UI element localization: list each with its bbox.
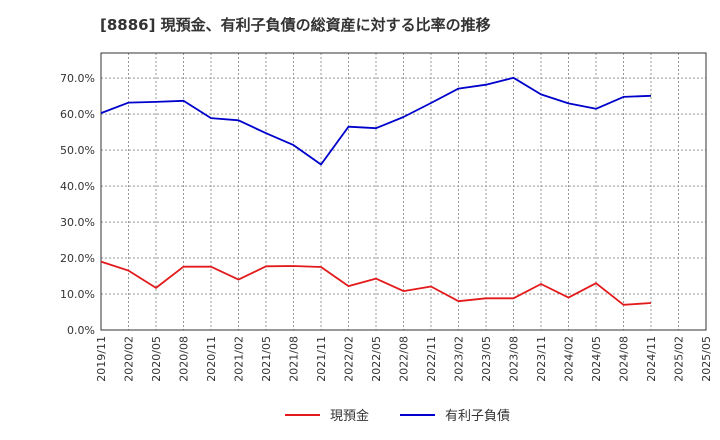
- x-tick-label: 2020/02: [123, 336, 136, 382]
- x-tick-label: 2025/05: [700, 336, 713, 382]
- x-tick-label: 2024/05: [590, 336, 603, 382]
- x-tick-label: 2024/02: [563, 336, 576, 382]
- legend-item[interactable]: 現預金: [285, 408, 369, 424]
- x-tick-label: 2019/11: [95, 336, 108, 382]
- x-tick-label: 2023/02: [453, 336, 466, 382]
- series-lines: [100, 76, 652, 306]
- y-tick-label: 10.0%: [60, 288, 95, 301]
- x-tick-label: 2022/02: [343, 336, 356, 382]
- x-tick-label: 2020/08: [178, 336, 191, 382]
- y-tick-label: 40.0%: [60, 180, 95, 193]
- y-tick-label: 0.0%: [67, 324, 95, 337]
- series-line: [100, 260, 652, 306]
- legend-item[interactable]: 有利子負債: [400, 409, 510, 424]
- x-axis: 2019/11 2020/02 2020/05 2020/08 2020/11 2021/…: [95, 336, 713, 382]
- x-tick-label: 2023/11: [535, 336, 548, 382]
- x-tick-label: 2020/11: [205, 336, 218, 382]
- legend-label: 現預金: [330, 408, 369, 424]
- y-axis: 0.0% 10.0% 20.0% 30.0% 40.0% 50.0% 60.0% 70.0%: [60, 72, 95, 337]
- y-tick-label: 30.0%: [60, 216, 95, 229]
- x-tick-label: 2022/08: [398, 336, 411, 382]
- x-tick-label: 2021/02: [233, 336, 246, 382]
- x-tick-label: 2020/05: [150, 336, 163, 382]
- plot-area: [100, 52, 707, 331]
- x-tick-label: 2024/11: [645, 336, 658, 382]
- x-tick-label: 2021/08: [288, 336, 301, 382]
- x-tick-label: 2021/05: [260, 336, 273, 382]
- y-tick-label: 70.0%: [60, 72, 95, 85]
- x-tick-label: 2025/02: [673, 336, 686, 382]
- y-tick-label: 60.0%: [60, 108, 95, 121]
- legend-label: 有利子負債: [445, 409, 510, 424]
- legend[interactable]: 現預金 有利子負債: [285, 408, 510, 424]
- x-tick-label: 2021/11: [315, 336, 328, 382]
- chart-title: [8886] 現預金、有利子負債の総資産に対する比率の推移: [100, 16, 491, 34]
- y-tick-label: 20.0%: [60, 252, 95, 265]
- x-tick-label: 2022/05: [370, 336, 383, 382]
- series-line: [100, 76, 652, 166]
- x-tick-label: 2022/11: [425, 336, 438, 382]
- x-tick-label: 2023/08: [508, 336, 521, 382]
- x-tick-label: 2023/05: [480, 336, 493, 382]
- y-tick-label: 50.0%: [60, 144, 95, 157]
- x-tick-label: 2024/08: [618, 336, 631, 382]
- grid: [100, 53, 707, 331]
